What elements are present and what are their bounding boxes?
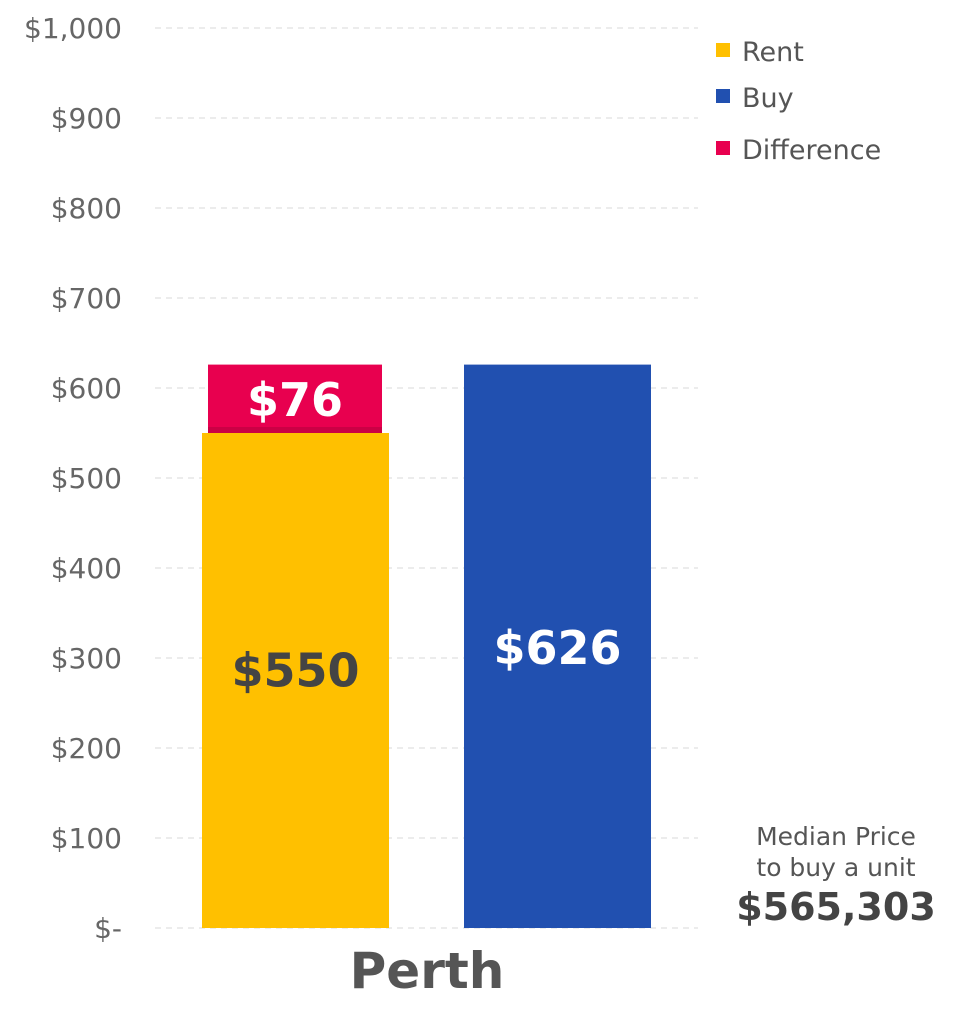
y-tick-label-100: $100 <box>51 822 122 855</box>
y-tick-label-700: $700 <box>51 282 122 315</box>
legend-label-difference: Difference <box>742 135 881 166</box>
bar-buy-perth <box>464 364 651 929</box>
bar-difference-perth <box>208 364 382 433</box>
bar-label-difference-perth: $76 <box>247 373 343 427</box>
legend-swatch-rent <box>716 43 730 57</box>
y-tick-label-800: $800 <box>51 192 122 225</box>
annotation-line-1: Median Price <box>756 822 916 851</box>
y-tick-label-900: $900 <box>51 102 122 135</box>
bar-difference-shadow <box>208 427 382 433</box>
y-tick-label-600: $600 <box>51 372 122 405</box>
median-price-annotation: Median Price to buy a unit $565,303 <box>736 822 936 929</box>
bar-rent-perth <box>202 433 389 928</box>
category-label-perth: Perth <box>350 942 505 1000</box>
annotation-value: $565,303 <box>736 885 936 929</box>
legend-label-buy: Buy <box>742 83 794 114</box>
bars-layer <box>202 364 651 929</box>
y-axis-tick-labels: $- $100 $200 $300 $400 $500 $600 $700 $800 $900 $1… <box>24 12 122 945</box>
legend-label-rent: Rent <box>742 37 804 68</box>
legend-swatch-difference <box>716 141 730 155</box>
bar-label-rent-perth: $550 <box>231 644 359 698</box>
y-tick-label-400: $400 <box>51 552 122 585</box>
legend: Rent Buy Difference <box>716 37 881 166</box>
y-tick-label-500: $500 <box>51 462 122 495</box>
bar-labels-layer: $550 $76 $626 <box>231 373 621 698</box>
y-tick-label-1000: $1,000 <box>24 12 122 45</box>
y-tick-label-0: $- <box>94 912 122 945</box>
legend-swatch-buy <box>716 89 730 103</box>
y-tick-label-300: $300 <box>51 642 122 675</box>
bar-label-buy-perth: $626 <box>493 621 621 675</box>
y-tick-label-200: $200 <box>51 732 122 765</box>
annotation-line-2: to buy a unit <box>756 853 915 882</box>
